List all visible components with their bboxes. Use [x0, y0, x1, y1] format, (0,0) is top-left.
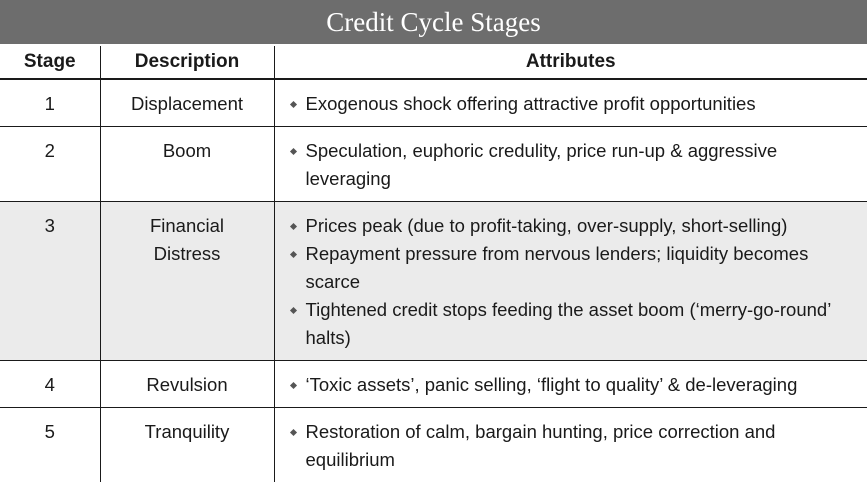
- table-body: 1 Displacement Exogenous shock offering at…: [0, 79, 867, 482]
- table-row: 3 Financial Distress Prices peak (due to pr…: [0, 201, 867, 361]
- header-stage: Stage: [0, 46, 100, 80]
- description-line: Distress: [153, 243, 221, 264]
- stage-attributes: ‘Toxic assets’, panic selling, ‘flight t…: [273, 360, 867, 408]
- stage-description: Financial Distress: [99, 201, 274, 361]
- table-row: 2 Boom Speculation, euphoric credulity, pr…: [0, 126, 867, 202]
- attribute-item: Exogenous shock offering attractive prof…: [289, 90, 860, 118]
- header-description: Description: [99, 46, 274, 80]
- diamond-bullet-icon: [289, 428, 297, 437]
- stage-number: 4: [0, 360, 100, 408]
- stage-description: Tranquility: [99, 407, 274, 482]
- attribute-item: Restoration of calm, bargain hunting, pr…: [289, 418, 860, 474]
- stage-number: 1: [0, 79, 100, 127]
- attribute-text: Tightened credit stops feeding the asset…: [305, 299, 831, 348]
- stage-description: Boom: [99, 126, 274, 202]
- table-row: 4 Revulsion ‘Toxic assets’, panic selling,…: [0, 360, 867, 408]
- diamond-bullet-icon: [289, 250, 297, 259]
- table-title: Credit Cycle Stages: [0, 0, 867, 46]
- header-attributes: Attributes: [273, 46, 867, 80]
- description-line: Financial: [149, 215, 225, 236]
- attribute-text: Prices peak (due to profit-taking, over-…: [305, 215, 788, 236]
- header-row: Stage Description Attributes: [0, 46, 867, 80]
- stage-attributes: Restoration of calm, bargain hunting, pr…: [273, 407, 867, 482]
- attribute-text: ‘Toxic assets’, panic selling, ‘flight t…: [305, 374, 798, 395]
- stages-table: Stage Description Attributes 1 Displaceme…: [0, 46, 867, 482]
- attribute-item: Prices peak (due to profit-taking, over-…: [289, 212, 860, 240]
- description-line: Revulsion: [146, 374, 228, 395]
- description-line: Boom: [162, 140, 212, 161]
- attribute-text: Repayment pressure from nervous lenders;…: [305, 243, 809, 292]
- attribute-item: Repayment pressure from nervous lenders;…: [289, 240, 860, 296]
- diamond-bullet-icon: [289, 100, 297, 109]
- stage-attributes: Speculation, euphoric credulity, price r…: [273, 126, 867, 202]
- attribute-text: Restoration of calm, bargain hunting, pr…: [305, 421, 776, 470]
- diamond-bullet-icon: [289, 306, 297, 315]
- diamond-bullet-icon: [289, 147, 297, 156]
- diamond-bullet-icon: [289, 222, 297, 231]
- stage-description: Displacement: [99, 79, 274, 127]
- diamond-bullet-icon: [289, 381, 297, 390]
- stage-number: 5: [44, 421, 55, 442]
- attribute-item: Speculation, euphoric credulity, price r…: [289, 137, 860, 193]
- stage-attributes: Exogenous shock offering attractive prof…: [273, 79, 867, 127]
- description-line: Displacement: [130, 93, 244, 114]
- attribute-text: Speculation, euphoric credulity, price r…: [305, 140, 778, 189]
- table-row: 5 Tranquility Restoration of calm, bargain…: [0, 407, 867, 482]
- attribute-item: ‘Toxic assets’, panic selling, ‘flight t…: [289, 371, 860, 399]
- stage-attributes: Prices peak (due to profit-taking, over-…: [273, 201, 867, 361]
- description-line: Tranquility: [144, 421, 230, 442]
- stage-number: 3: [0, 201, 100, 361]
- stage-number: 2: [0, 126, 100, 202]
- stage-description: Revulsion: [99, 360, 274, 408]
- attribute-item: Tightened credit stops feeding the asset…: [289, 296, 860, 352]
- table-row: 1 Displacement Exogenous shock offering at…: [0, 79, 867, 127]
- attribute-text: Exogenous shock offering attractive prof…: [305, 93, 756, 114]
